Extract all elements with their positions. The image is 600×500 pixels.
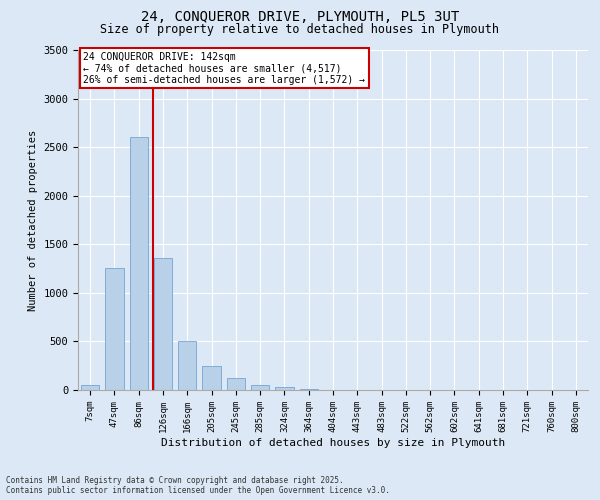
Bar xyxy=(299,389,318,390)
Bar xyxy=(178,342,196,390)
Bar xyxy=(275,387,293,390)
Bar xyxy=(227,378,245,390)
Text: 24 CONQUEROR DRIVE: 142sqm
← 74% of detached houses are smaller (4,517)
26% of s: 24 CONQUEROR DRIVE: 142sqm ← 74% of deta… xyxy=(83,52,365,85)
Y-axis label: Number of detached properties: Number of detached properties xyxy=(28,130,38,310)
Text: 24, CONQUEROR DRIVE, PLYMOUTH, PL5 3UT: 24, CONQUEROR DRIVE, PLYMOUTH, PL5 3UT xyxy=(141,10,459,24)
Bar xyxy=(154,258,172,390)
Bar xyxy=(130,138,148,390)
Bar xyxy=(81,385,99,390)
Bar xyxy=(202,366,221,390)
Bar xyxy=(106,268,124,390)
Bar xyxy=(251,384,269,390)
X-axis label: Distribution of detached houses by size in Plymouth: Distribution of detached houses by size … xyxy=(161,438,505,448)
Text: Size of property relative to detached houses in Plymouth: Size of property relative to detached ho… xyxy=(101,22,499,36)
Text: Contains HM Land Registry data © Crown copyright and database right 2025.
Contai: Contains HM Land Registry data © Crown c… xyxy=(6,476,390,495)
